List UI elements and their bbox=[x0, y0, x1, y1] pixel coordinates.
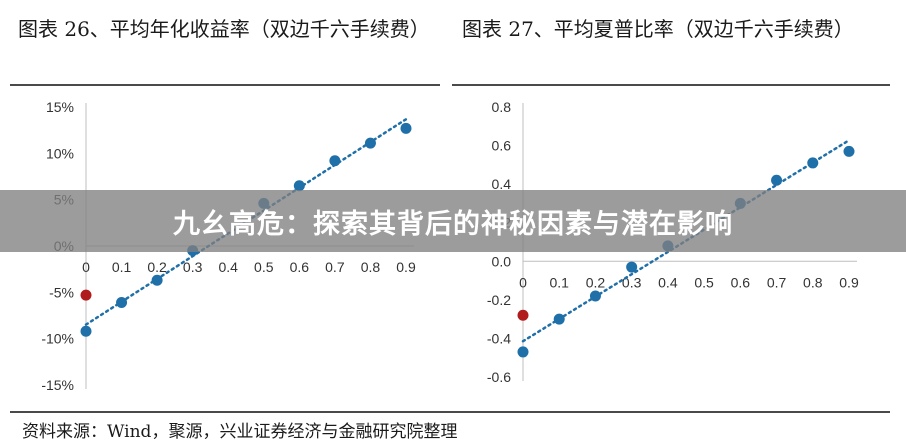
data-point bbox=[116, 297, 128, 309]
y-tick-label: -0.2 bbox=[487, 292, 511, 308]
y-tick-label: -0.4 bbox=[487, 330, 511, 346]
source-note: 资料来源：Wind，聚源，兴业证券经济与金融研究院整理 bbox=[22, 422, 458, 442]
y-tick-label: -15% bbox=[41, 377, 74, 393]
x-tick-label: 0.3 bbox=[622, 274, 642, 290]
x-tick-label: 0.7 bbox=[325, 259, 345, 275]
data-point bbox=[843, 145, 855, 157]
title-rule-left bbox=[10, 84, 440, 86]
data-point bbox=[80, 325, 92, 337]
x-tick-label: 0.1 bbox=[549, 274, 569, 290]
data-point bbox=[626, 261, 638, 273]
x-tick-label: 0.2 bbox=[586, 274, 606, 290]
data-point bbox=[517, 346, 529, 358]
data-point bbox=[151, 274, 163, 286]
banner-text: 九幺高危：探索其背后的神秘因素与潜在影响 bbox=[173, 208, 733, 240]
x-tick-label: 0.8 bbox=[361, 259, 381, 275]
y-tick-label: 0.4 bbox=[492, 176, 512, 192]
chart-left-title: 图表 26、平均年化收益率（双边千六手续费） bbox=[18, 17, 430, 41]
x-tick-label: 0.9 bbox=[396, 259, 416, 275]
data-point bbox=[771, 174, 783, 186]
x-tick-label: 0.4 bbox=[658, 274, 678, 290]
x-tick-label: 0.5 bbox=[254, 259, 274, 275]
x-tick-label: 0.4 bbox=[218, 259, 238, 275]
y-tick-label: 0.0 bbox=[492, 253, 512, 269]
title-rule-right bbox=[452, 84, 890, 86]
data-point bbox=[364, 137, 376, 149]
data-point bbox=[329, 155, 341, 167]
x-tick-label: 0.2 bbox=[147, 259, 167, 275]
x-tick-label: 0.8 bbox=[803, 274, 823, 290]
x-tick-label: 0 bbox=[519, 274, 527, 290]
y-tick-label: 15% bbox=[46, 99, 74, 115]
y-tick-label: -5% bbox=[49, 284, 74, 300]
y-tick-label: -0.6 bbox=[487, 369, 511, 385]
x-tick-label: 0.6 bbox=[290, 259, 310, 275]
data-point bbox=[807, 157, 819, 169]
y-tick-label: 10% bbox=[46, 145, 74, 161]
data-point bbox=[553, 313, 565, 325]
data-point bbox=[589, 290, 601, 302]
x-tick-label: 0.9 bbox=[839, 274, 859, 290]
x-tick-label: 0.3 bbox=[183, 259, 203, 275]
overlay-banner: 九幺高危：探索其背后的神秘因素与潜在影响 bbox=[0, 190, 906, 252]
y-tick-label: -10% bbox=[41, 331, 74, 347]
data-point bbox=[400, 122, 412, 134]
highlight-data-point bbox=[80, 289, 92, 301]
x-tick-label: 0.1 bbox=[112, 259, 132, 275]
x-tick-label: 0.7 bbox=[767, 274, 787, 290]
data-point bbox=[293, 180, 305, 192]
footer-rule bbox=[10, 411, 890, 413]
annual-return-scatter-chart: 15%10%5%0%-5%-10%-15%00.10.20.30.40.50.6… bbox=[41, 99, 416, 393]
chart-right-title: 图表 27、平均夏普比率（双边千六手续费） bbox=[462, 17, 854, 41]
x-tick-label: 0.5 bbox=[694, 274, 714, 290]
x-tick-label: 0.6 bbox=[731, 274, 751, 290]
y-tick-label: 0.8 bbox=[492, 99, 512, 115]
y-tick-label: 0.6 bbox=[492, 138, 512, 154]
highlight-data-point bbox=[517, 309, 529, 321]
x-tick-label: 0 bbox=[82, 259, 90, 275]
trendline bbox=[84, 118, 408, 326]
